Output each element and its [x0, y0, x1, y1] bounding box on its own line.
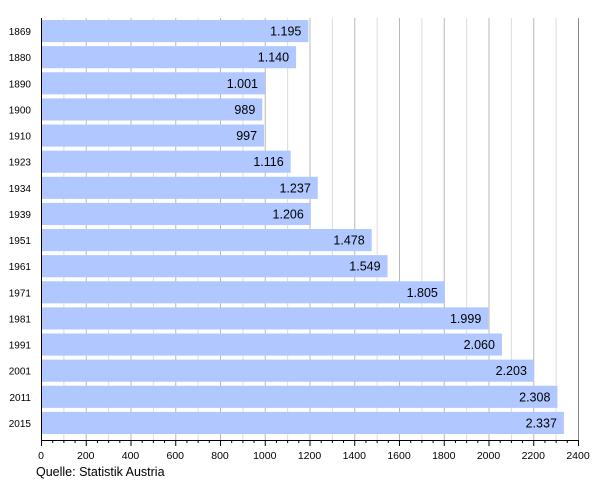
data-label-1890: 1.001	[227, 77, 258, 91]
data-label-1923: 1.116	[253, 155, 283, 169]
bar-2001	[42, 359, 534, 382]
x-tick-label-0: 0	[38, 450, 44, 462]
data-label-1880: 1.140	[258, 51, 289, 65]
x-tick-label-400: 400	[122, 450, 140, 462]
y-tick-label-1934: 1934	[9, 184, 32, 195]
x-tick-label-1800: 1800	[432, 450, 456, 462]
bar-1934	[42, 176, 318, 199]
bar-2011	[42, 385, 558, 408]
x-tick-label-800: 800	[211, 450, 229, 462]
data-label-1991: 2.060	[464, 338, 495, 352]
bar-1869	[42, 20, 309, 43]
y-tick-label-2011: 2011	[9, 393, 31, 404]
bar-1900	[42, 98, 263, 121]
data-label-1951: 1.478	[333, 234, 364, 248]
x-tick-label-2000: 2000	[477, 450, 501, 462]
y-tick-label-1951: 1951	[9, 236, 32, 247]
data-label-2015: 2.337	[526, 416, 557, 430]
bar-2015	[42, 411, 564, 434]
y-tick-label-1910: 1910	[9, 132, 32, 143]
x-tick-label-1400: 1400	[343, 450, 367, 462]
y-tick-label-2001: 2001	[9, 367, 32, 378]
x-tick-label-1200: 1200	[298, 450, 322, 462]
source-note: Quelle: Statistik Austria	[36, 465, 165, 479]
y-tick-label-1981: 1981	[9, 314, 32, 325]
x-tick-label-2200: 2200	[522, 450, 546, 462]
bar-1939	[42, 202, 311, 225]
bar-1961	[42, 255, 388, 278]
y-tick-label-1890: 1890	[9, 79, 32, 90]
data-label-1971: 1.805	[407, 286, 438, 300]
x-tick-label-200: 200	[77, 450, 95, 462]
data-label-2001: 2.203	[496, 364, 527, 378]
bar-1991	[42, 333, 502, 356]
bar-1923	[42, 150, 291, 173]
y-tick-label-1939: 1939	[9, 210, 32, 221]
bar-1981	[42, 307, 489, 330]
data-label-1934: 1.237	[279, 181, 310, 195]
y-tick-label-1880: 1880	[9, 53, 32, 64]
y-tick-label-1961: 1961	[9, 262, 32, 273]
bar-1890	[42, 72, 265, 95]
bar-1880	[42, 46, 297, 69]
bar-1971	[42, 281, 445, 304]
y-tick-label-1869: 1869	[9, 27, 32, 38]
data-label-2011: 2.308	[519, 390, 550, 404]
bar-1951	[42, 229, 372, 252]
x-tick-label-600: 600	[166, 450, 184, 462]
data-label-1981: 1.999	[450, 312, 481, 326]
bar-1910	[42, 124, 265, 147]
y-tick-label-1923: 1923	[9, 158, 32, 169]
data-label-1939: 1.206	[273, 207, 304, 221]
y-tick-label-2015: 2015	[9, 419, 32, 430]
y-tick-label-1971: 1971	[9, 288, 32, 299]
data-label-1961: 1.549	[349, 260, 380, 274]
y-tick-label-1991: 1991	[9, 341, 32, 352]
data-label-1910: 997	[236, 129, 257, 143]
y-tick-label-1900: 1900	[9, 105, 32, 116]
x-tick-label-1000: 1000	[253, 450, 277, 462]
data-label-1869: 1.195	[270, 25, 301, 39]
x-tick-label-1600: 1600	[387, 450, 411, 462]
x-tick-label-2400: 2400	[566, 450, 590, 462]
data-label-1900: 989	[234, 103, 255, 117]
